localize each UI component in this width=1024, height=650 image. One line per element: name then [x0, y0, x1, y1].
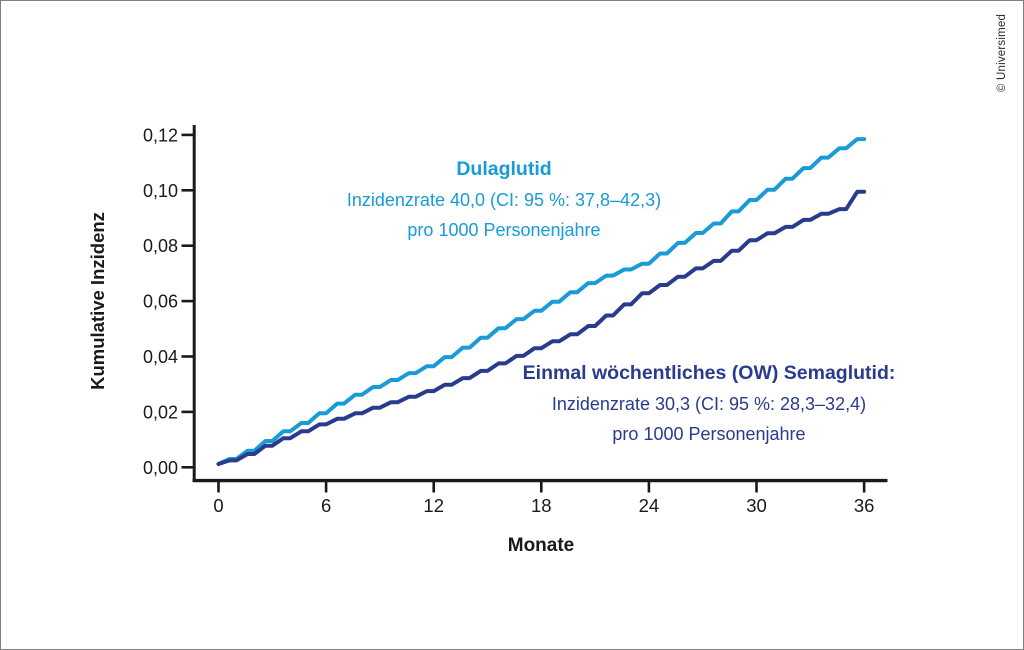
- x-tick-label: 30: [746, 495, 767, 516]
- x-axis-title: Monate: [507, 535, 575, 556]
- annotation-dulaglutid-unit: pro 1000 Personenjahre: [407, 220, 601, 240]
- annotation-dulaglutid-title: Dulaglutid: [456, 158, 552, 180]
- y-tick-label: 0,08: [143, 236, 178, 256]
- x-tick-label: 18: [531, 495, 552, 516]
- annotation-semaglutid-unit: pro 1000 Personenjahre: [612, 424, 806, 444]
- y-tick-label: 0,10: [143, 181, 178, 201]
- copyright-credit: © Universimed: [996, 13, 1008, 93]
- y-tick-label: 0,06: [143, 292, 178, 312]
- series-line-dulaglutid: [216, 137, 867, 466]
- x-tick-label: 24: [639, 495, 660, 516]
- annotation-semaglutid-rate: Inzidenzrate 30,3 (CI: 95 %: 28,3–32,4): [551, 393, 867, 414]
- y-tick-label: 0,12: [143, 125, 178, 145]
- x-tick-label: 6: [321, 495, 331, 516]
- annotation-dulaglutid-rate: Inzidenzrate 40,0 (CI: 95 %: 37,8–42,3): [346, 189, 662, 210]
- series-line-semaglutid: [216, 189, 867, 466]
- y-tick-label: 0,02: [143, 402, 178, 422]
- y-tick-label: 0,00: [143, 458, 178, 478]
- annotation-semaglutid: Einmal wöchentliches (OW) Semaglutid: In…: [509, 358, 909, 450]
- y-axis-title: Kumulative Inzidenz: [87, 212, 108, 390]
- annotation-dulaglutid: Dulaglutid Inzidenzrate 40,0 (CI: 95 %: …: [304, 154, 704, 246]
- x-tick-label: 36: [854, 495, 875, 516]
- x-tick-label: 0: [213, 495, 223, 516]
- annotation-semaglutid-title: Einmal wöchentliches (OW) Semaglutid:: [522, 362, 896, 384]
- x-tick-label: 12: [423, 495, 444, 516]
- y-tick-label: 0,04: [143, 347, 178, 367]
